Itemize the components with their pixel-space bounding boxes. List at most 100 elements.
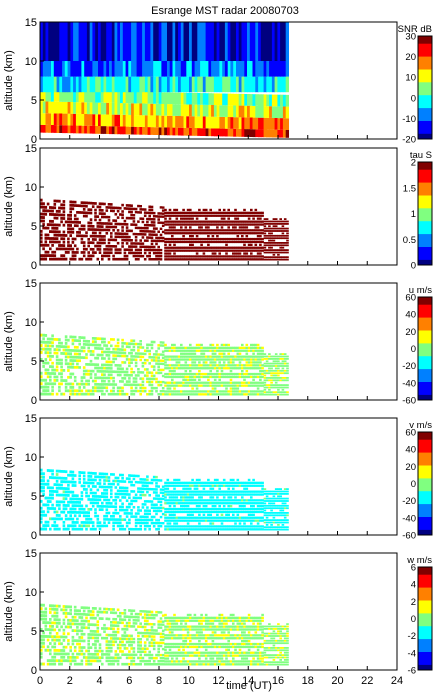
data-cell <box>119 235 122 239</box>
data-cell <box>96 369 100 373</box>
data-cell <box>64 251 68 254</box>
data-cell <box>161 212 165 215</box>
data-cell <box>85 363 88 366</box>
data-cell <box>105 347 109 351</box>
data-cell <box>76 251 79 254</box>
data-cell <box>270 227 273 230</box>
snr-cell <box>213 76 218 93</box>
data-cell <box>94 363 97 366</box>
data-cell <box>78 349 81 353</box>
data-cell <box>166 490 170 493</box>
colorbar-segment <box>418 77 432 81</box>
data-cell <box>105 248 109 251</box>
data-cell <box>112 238 115 242</box>
data-cell <box>112 347 115 351</box>
data-cell <box>105 209 109 212</box>
data-cell <box>263 218 267 220</box>
snr-cell <box>266 94 270 107</box>
data-cell <box>281 393 285 396</box>
data-cell <box>189 237 192 241</box>
data-cell <box>180 349 183 352</box>
data-cell <box>202 528 206 531</box>
data-cell <box>243 355 246 358</box>
data-cell <box>281 379 285 382</box>
data-cell <box>157 212 160 215</box>
data-cell <box>241 255 244 258</box>
data-cell <box>202 375 206 379</box>
data-cell <box>227 364 230 367</box>
data-cell <box>229 370 233 373</box>
data-cell <box>286 251 289 254</box>
data-cell <box>236 519 240 522</box>
data-cell <box>161 344 165 347</box>
snr-cell <box>233 76 237 93</box>
data-cell <box>259 378 262 381</box>
snr-cell <box>186 61 190 77</box>
snr-cell <box>89 90 93 103</box>
data-cell <box>279 258 282 261</box>
colorbar-segment <box>418 228 432 232</box>
data-cell <box>175 214 179 217</box>
colorbar-segment <box>418 389 432 393</box>
data-cell <box>279 237 282 240</box>
snr-cell <box>155 61 160 77</box>
data-cell <box>184 502 188 505</box>
data-cell <box>94 373 97 376</box>
data-cell <box>256 490 260 493</box>
snr-cell <box>180 92 185 105</box>
data-cell <box>112 521 115 525</box>
snr-cell <box>142 126 146 135</box>
data-cell <box>254 258 258 261</box>
data-cell <box>171 507 174 511</box>
data-cell <box>184 220 188 223</box>
data-cell <box>171 513 174 516</box>
data-cell <box>76 221 79 224</box>
data-cell <box>78 514 81 518</box>
data-cell <box>53 216 57 220</box>
data-cell <box>184 370 188 373</box>
data-cell <box>198 499 201 502</box>
data-cell <box>69 220 72 224</box>
data-cell <box>123 508 127 512</box>
data-cell <box>152 386 156 390</box>
data-cell <box>250 481 253 484</box>
data-cell <box>195 481 199 484</box>
data-cell <box>155 521 158 525</box>
data-cell <box>182 525 185 528</box>
data-cell <box>204 214 208 217</box>
data-cell <box>184 519 188 522</box>
data-cell <box>202 208 206 212</box>
data-cell <box>55 338 59 341</box>
data-cell <box>263 251 267 254</box>
snr-cell <box>202 22 207 61</box>
data-cell <box>256 226 260 229</box>
snr-cell <box>161 127 165 136</box>
data-cell <box>272 355 276 358</box>
snr-cell <box>103 126 107 134</box>
data-cell <box>67 473 70 477</box>
data-cell <box>175 384 179 387</box>
data-cell <box>51 209 54 213</box>
colorbar-segment <box>418 387 432 391</box>
colorbar-segment <box>418 72 432 76</box>
data-cell <box>55 247 59 251</box>
snr-cell <box>191 104 196 117</box>
data-cell <box>166 232 170 235</box>
data-cell <box>103 350 106 354</box>
data-cell <box>225 229 228 232</box>
snr-cell <box>205 22 209 61</box>
data-cell <box>132 393 136 396</box>
data-cell <box>277 362 280 365</box>
data-cell <box>209 211 212 214</box>
data-cell <box>114 495 118 499</box>
data-cell <box>198 375 201 379</box>
data-cell <box>250 390 253 393</box>
data-cell <box>73 480 77 484</box>
data-cell <box>277 244 280 247</box>
data-cell <box>218 258 221 261</box>
snr-cell <box>42 22 47 61</box>
colorbar-segment <box>418 36 432 40</box>
snr-cell <box>114 114 118 127</box>
data-cell <box>209 240 212 244</box>
data-cell <box>89 376 93 379</box>
